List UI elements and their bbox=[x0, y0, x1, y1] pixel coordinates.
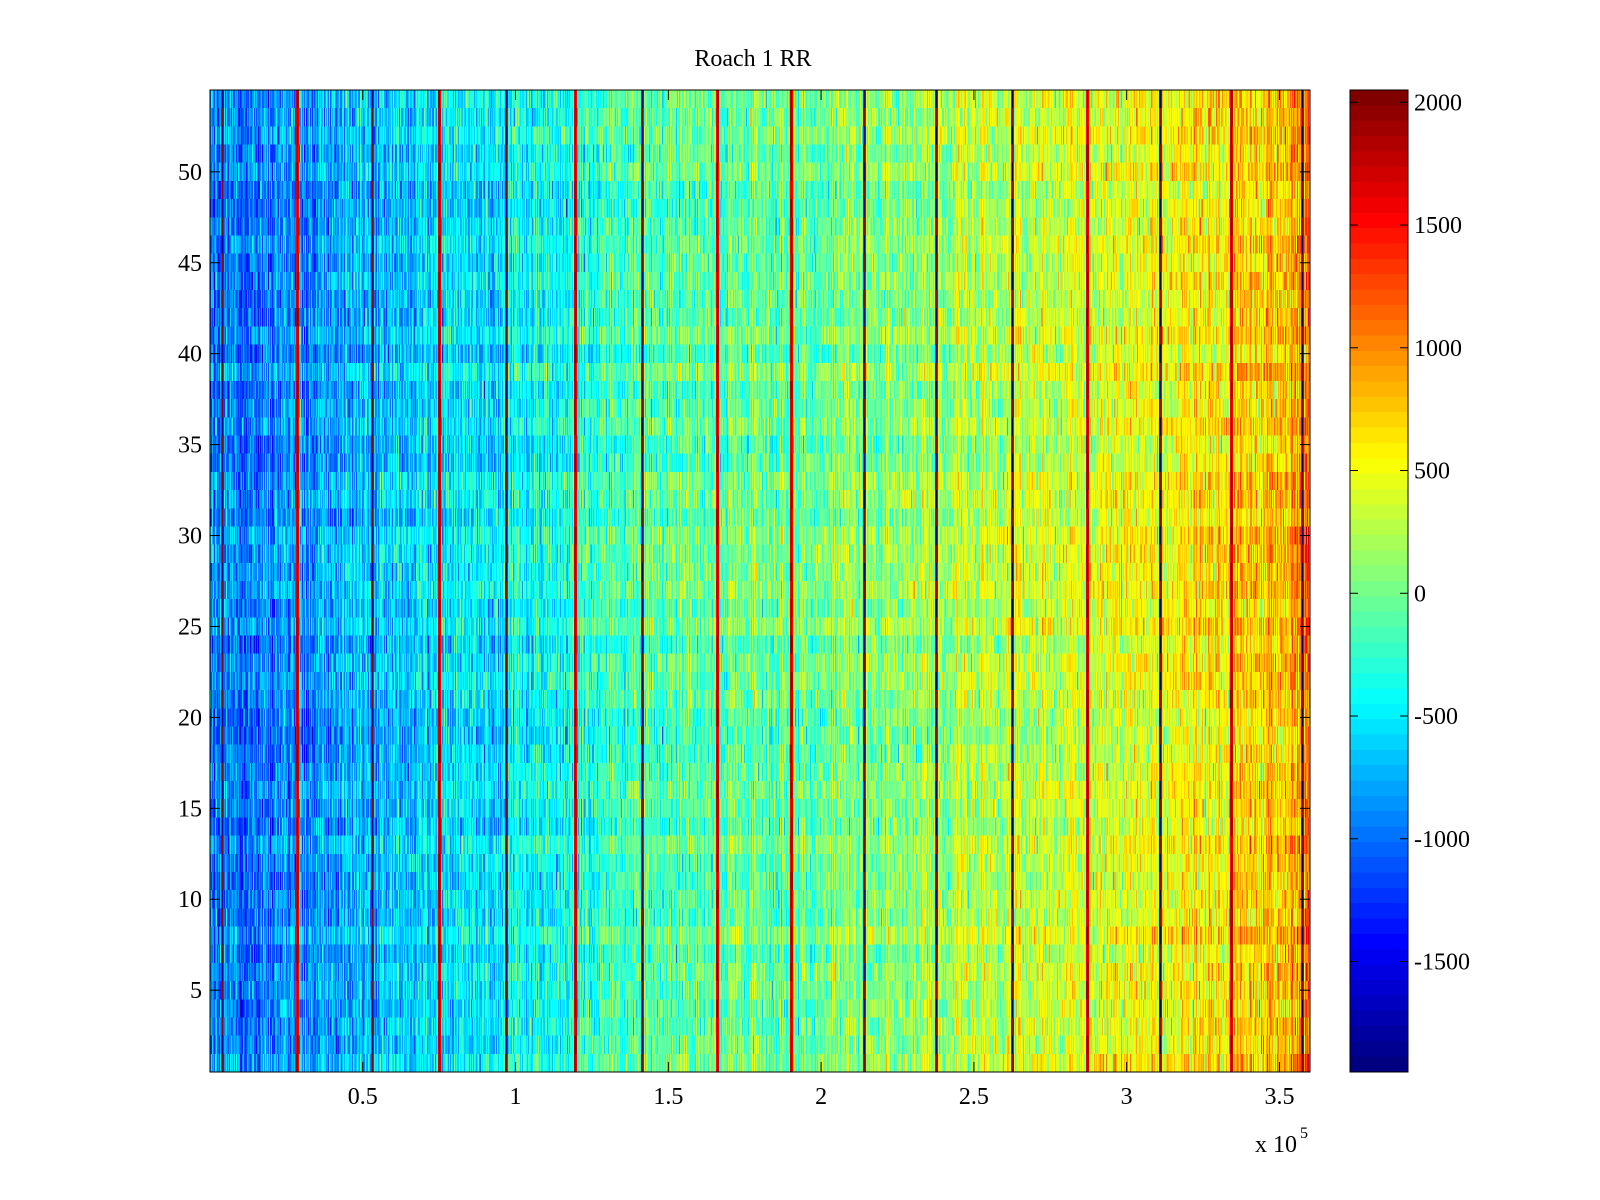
x-tick-label: 1.5 bbox=[653, 1084, 683, 1110]
plot-frame bbox=[209, 89, 1311, 1073]
x-tick-label: 1 bbox=[510, 1084, 522, 1110]
y-tick-label: 40 bbox=[178, 342, 202, 368]
colorbar-tick-label: 500 bbox=[1414, 459, 1450, 485]
x-multiplier-exponent: 5 bbox=[1300, 1125, 1308, 1142]
y-tick-label: 35 bbox=[178, 433, 202, 459]
x-tick-label: 2 bbox=[815, 1084, 827, 1110]
heatmap-cells bbox=[210, 90, 1310, 1072]
colorbar-ticks: 2000 1500 1000 500 0 -500 -1000 -1500 bbox=[1350, 90, 1470, 976]
colorbar-tick-label: 0 bbox=[1414, 581, 1426, 607]
y-tick-label: 15 bbox=[178, 796, 202, 822]
colorbar-tick-label: -1500 bbox=[1414, 950, 1470, 976]
x-multiplier-label: x 10 bbox=[1255, 1132, 1297, 1158]
colorbar-frame bbox=[1349, 89, 1409, 1073]
colorbar-tick-label: 2000 bbox=[1414, 90, 1462, 116]
colorbar-tick-label: 1000 bbox=[1414, 336, 1462, 362]
x-axis: 0.5 1 1.5 2 2.5 3 3.5 bbox=[348, 90, 1294, 1110]
y-tick-label: 45 bbox=[178, 251, 202, 277]
colorbar: 2000 1500 1000 500 0 -500 -1000 -1500 bbox=[1349, 89, 1470, 1073]
x-tick-label: 3 bbox=[1121, 1084, 1133, 1110]
colorbar-gradient bbox=[1350, 90, 1408, 1072]
y-tick-label: 25 bbox=[178, 614, 202, 640]
y-tick-label: 20 bbox=[178, 705, 202, 731]
colorbar-tick-label: -1000 bbox=[1414, 827, 1470, 853]
y-axis: 5 10 15 20 25 30 35 40 45 50 bbox=[178, 160, 1310, 1004]
colorbar-tick-label: -500 bbox=[1414, 704, 1458, 730]
y-tick-label: 5 bbox=[190, 978, 202, 1004]
x-tick-label: 3.5 bbox=[1264, 1084, 1294, 1110]
y-tick-label: 10 bbox=[178, 887, 202, 913]
colorbar-tick-label: 1500 bbox=[1414, 213, 1462, 239]
heatmap-plot-area bbox=[209, 89, 1311, 1073]
y-tick-label: 30 bbox=[178, 524, 202, 550]
chart-title: Roach 1 RR bbox=[694, 46, 811, 72]
x-tick-label: 2.5 bbox=[959, 1084, 989, 1110]
y-tick-label: 50 bbox=[178, 160, 202, 186]
x-tick-label: 0.5 bbox=[348, 1084, 378, 1110]
x-multiplier: x 10 5 bbox=[1255, 1125, 1308, 1158]
